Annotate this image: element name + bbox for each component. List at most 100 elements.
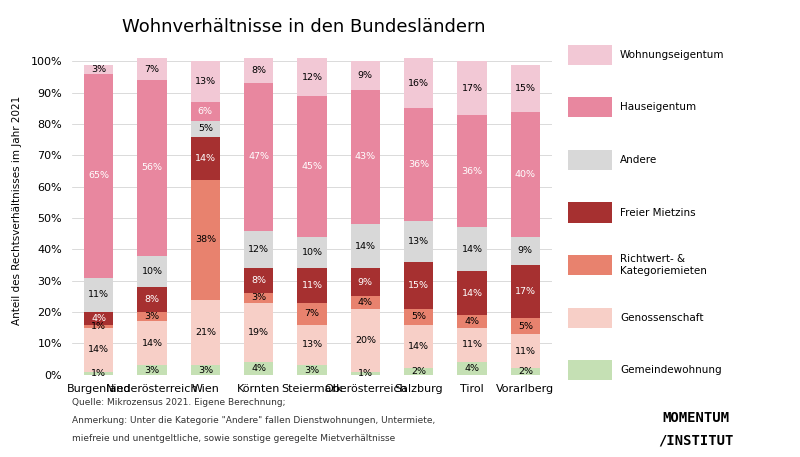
Bar: [404, 262, 434, 309]
Bar: [138, 58, 166, 80]
Text: 15%: 15%: [408, 281, 429, 290]
Text: 9%: 9%: [358, 278, 373, 287]
Bar: [298, 96, 326, 237]
Text: 15%: 15%: [515, 84, 536, 92]
Text: Genossenschaft: Genossenschaft: [620, 313, 703, 323]
Bar: [244, 293, 274, 303]
Bar: [350, 90, 380, 224]
Text: 2%: 2%: [518, 367, 533, 376]
Bar: [138, 80, 166, 255]
Text: 3%: 3%: [91, 65, 106, 74]
Text: MOMENTUM: MOMENTUM: [662, 411, 730, 425]
Text: 17%: 17%: [462, 84, 482, 92]
Bar: [84, 64, 114, 74]
Text: 14%: 14%: [462, 245, 482, 254]
Bar: [404, 368, 434, 375]
Text: 11%: 11%: [515, 347, 536, 356]
Text: 13%: 13%: [302, 340, 322, 350]
Text: 16%: 16%: [408, 79, 429, 88]
Bar: [404, 108, 434, 221]
Bar: [298, 303, 326, 324]
Text: Andere: Andere: [620, 155, 658, 165]
Bar: [138, 312, 166, 321]
Text: 7%: 7%: [305, 309, 319, 318]
Bar: [510, 368, 540, 375]
Text: Wohnverhältnisse in den Bundesländern: Wohnverhältnisse in den Bundesländern: [122, 18, 486, 36]
Y-axis label: Anteil des Rechtsverhältnisses im Jahr 2021: Anteil des Rechtsverhältnisses im Jahr 2…: [12, 96, 22, 325]
Text: 11%: 11%: [302, 281, 322, 290]
Bar: [84, 312, 114, 324]
Bar: [350, 224, 380, 268]
Text: 13%: 13%: [194, 77, 216, 86]
Bar: [190, 137, 220, 181]
Bar: [510, 319, 540, 334]
Bar: [244, 268, 274, 293]
Text: 14%: 14%: [355, 242, 376, 251]
Bar: [244, 303, 274, 362]
Text: 45%: 45%: [302, 162, 322, 171]
Text: 11%: 11%: [88, 290, 109, 299]
Bar: [84, 324, 114, 328]
Text: 56%: 56%: [142, 164, 162, 172]
Text: 4%: 4%: [465, 317, 479, 326]
Bar: [138, 321, 166, 365]
Text: Anmerkung: Unter die Kategorie "Andere" fallen Dienstwohnungen, Untermiete,: Anmerkung: Unter die Kategorie "Andere" …: [72, 416, 435, 425]
Text: miefreie und unentgeltliche, sowie sonstige geregelte Mietverhältnisse: miefreie und unentgeltliche, sowie sonst…: [72, 434, 395, 443]
Text: 8%: 8%: [251, 276, 266, 285]
Text: 9%: 9%: [358, 71, 373, 80]
Text: 9%: 9%: [518, 246, 533, 255]
Bar: [244, 83, 274, 231]
Bar: [458, 115, 486, 228]
Bar: [84, 277, 114, 312]
Text: 2%: 2%: [411, 367, 426, 376]
Bar: [458, 328, 486, 362]
Text: Hauseigentum: Hauseigentum: [620, 102, 696, 112]
Text: 3%: 3%: [145, 312, 159, 321]
Text: 10%: 10%: [142, 267, 162, 276]
Text: 7%: 7%: [145, 65, 159, 74]
Bar: [404, 324, 434, 368]
Bar: [404, 58, 434, 108]
Bar: [190, 365, 220, 375]
Bar: [458, 362, 486, 375]
Bar: [138, 365, 166, 375]
Bar: [190, 121, 220, 137]
Text: 36%: 36%: [408, 160, 430, 169]
Text: 14%: 14%: [195, 154, 216, 163]
Text: 4%: 4%: [465, 364, 479, 373]
Bar: [350, 309, 380, 372]
Text: 4%: 4%: [358, 298, 373, 307]
Text: 14%: 14%: [462, 289, 482, 298]
Text: 1%: 1%: [91, 369, 106, 377]
Text: Richtwert- &
Kategoriemieten: Richtwert- & Kategoriemieten: [620, 254, 707, 276]
Bar: [84, 328, 114, 372]
Text: 8%: 8%: [145, 295, 159, 304]
Text: 5%: 5%: [198, 124, 213, 133]
Text: 21%: 21%: [195, 328, 216, 337]
Text: 13%: 13%: [408, 237, 430, 246]
Bar: [458, 61, 486, 115]
Text: 20%: 20%: [355, 336, 376, 345]
Bar: [458, 271, 486, 315]
Text: 11%: 11%: [462, 340, 482, 350]
Text: Quelle: Mikrozensus 2021. Eigene Berechnung;: Quelle: Mikrozensus 2021. Eigene Berechn…: [72, 398, 286, 407]
Bar: [84, 74, 114, 277]
Text: 5%: 5%: [518, 322, 533, 331]
Bar: [190, 181, 220, 299]
Bar: [404, 309, 434, 324]
Text: 3%: 3%: [198, 366, 213, 375]
Bar: [510, 237, 540, 265]
Text: 17%: 17%: [515, 287, 536, 296]
Bar: [510, 265, 540, 319]
Bar: [350, 61, 380, 90]
Bar: [190, 102, 220, 121]
Bar: [404, 221, 434, 262]
Text: Freier Mietzins: Freier Mietzins: [620, 207, 696, 218]
Text: 47%: 47%: [248, 153, 269, 161]
Bar: [458, 228, 486, 271]
Bar: [510, 334, 540, 368]
Bar: [244, 362, 274, 375]
Bar: [350, 372, 380, 375]
Bar: [350, 297, 380, 309]
Text: 5%: 5%: [411, 312, 426, 321]
